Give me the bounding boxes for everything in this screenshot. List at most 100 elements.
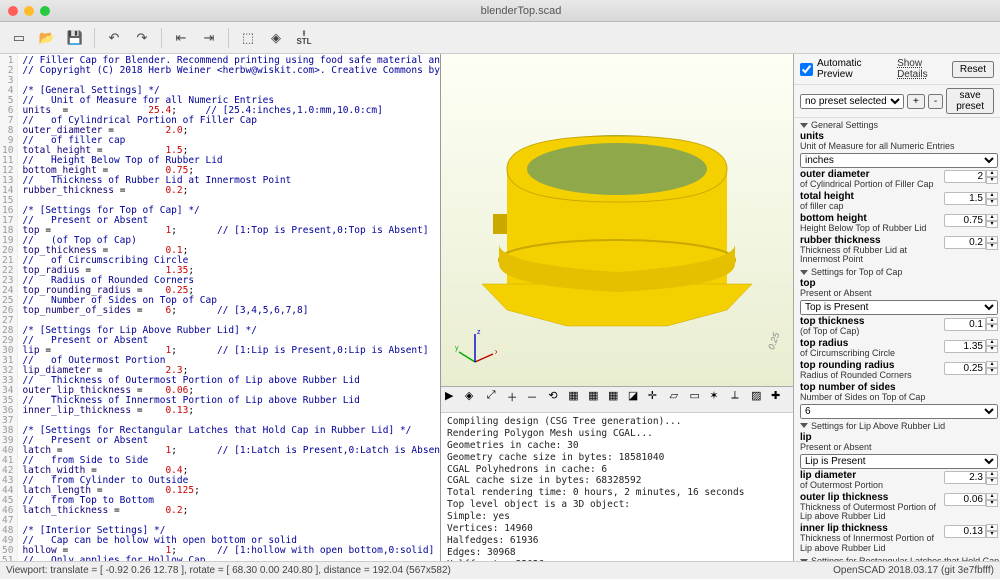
param-row: top thickness(of Top of Cap)▴▾ xyxy=(800,316,998,337)
view-view-all-button[interactable]: ⤢ xyxy=(487,389,505,411)
step-down-icon[interactable]: ▾ xyxy=(986,221,998,228)
step-up-icon[interactable]: ▴ xyxy=(986,471,998,478)
step-up-icon[interactable]: ▴ xyxy=(986,192,998,199)
view-zoom-out-button[interactable]: － xyxy=(527,389,545,411)
param-input[interactable] xyxy=(944,214,986,227)
zoom-icon[interactable] xyxy=(40,6,50,16)
view-preview-button[interactable]: ▶ xyxy=(445,389,463,411)
scale-tick: 0.25 xyxy=(767,331,782,351)
step-up-icon[interactable]: ▴ xyxy=(986,524,998,531)
preset-add-button[interactable]: + xyxy=(907,94,925,109)
view-crosshair-button[interactable]: ✚ xyxy=(771,389,789,411)
section-header[interactable]: Settings for Lip Above Rubber Lid xyxy=(800,421,998,431)
save-button[interactable]: 💾 xyxy=(62,26,88,50)
export-stl-button[interactable]: ⭱STL xyxy=(291,26,317,50)
show-details-link[interactable]: Show Details xyxy=(897,58,948,80)
step-up-icon[interactable]: ▴ xyxy=(986,361,998,368)
param-input[interactable] xyxy=(944,236,986,249)
reset-button[interactable]: Reset xyxy=(952,61,994,78)
undo-button[interactable]: ↶ xyxy=(101,26,127,50)
indent-button[interactable]: ⇥ xyxy=(196,26,222,50)
param-input[interactable] xyxy=(944,192,986,205)
customizer-panel: Automatic Preview Show Details Reset no … xyxy=(793,54,1000,561)
step-down-icon[interactable]: ▾ xyxy=(986,243,998,250)
step-down-icon[interactable]: ▾ xyxy=(986,199,998,206)
param-row: outer diameterof Cylindrical Portion of … xyxy=(800,169,998,190)
console-line: Vertices: 14960 xyxy=(447,523,787,535)
param-input[interactable] xyxy=(944,340,986,353)
viewport-status: Viewport: translate = [ -0.92 0.26 12.78… xyxy=(6,565,451,576)
step-up-icon[interactable]: ▴ xyxy=(986,170,998,177)
step-down-icon[interactable]: ▾ xyxy=(986,368,998,375)
param-row: total heightof filler cap▴▾ xyxy=(800,191,998,212)
main-toolbar: ▭📂💾 ↶↷ ⇤⇥ ⬚◈⭱STL xyxy=(0,22,1000,54)
redo-button[interactable]: ↷ xyxy=(129,26,155,50)
step-up-icon[interactable]: ▴ xyxy=(986,214,998,221)
param-desc: (of Top of Cap) xyxy=(800,327,940,337)
close-icon[interactable] xyxy=(8,6,18,16)
param-row: outer lip thicknessThickness of Outermos… xyxy=(800,492,998,523)
param-select[interactable]: inches xyxy=(800,153,998,168)
step-down-icon[interactable]: ▾ xyxy=(986,478,998,485)
step-down-icon[interactable]: ▾ xyxy=(986,346,998,353)
step-up-icon[interactable]: ▴ xyxy=(986,493,998,500)
param-select[interactable]: Lip is Present xyxy=(800,454,998,469)
view-ortho-button[interactable]: ▭ xyxy=(690,389,708,411)
step-down-icon[interactable]: ▾ xyxy=(986,531,998,538)
param-select[interactable]: Top is Present xyxy=(800,300,998,315)
param-select[interactable]: 6 xyxy=(800,404,998,419)
step-up-icon[interactable]: ▴ xyxy=(986,317,998,324)
window-controls[interactable] xyxy=(8,6,50,16)
new-button[interactable]: ▭ xyxy=(6,26,32,50)
param-input[interactable] xyxy=(944,471,986,484)
param-input[interactable] xyxy=(944,318,986,331)
view-top-button[interactable]: ▦ xyxy=(588,389,606,411)
param-desc: Unit of Measure for all Numeric Entries xyxy=(800,142,998,152)
section-header[interactable]: Settings for Top of Cap xyxy=(800,267,998,277)
param-desc: Height Below Top of Rubber Lid xyxy=(800,224,940,234)
preview-cube-button[interactable]: ⬚ xyxy=(235,26,261,50)
code-editor[interactable]: 1234567891011121314151617181920212223242… xyxy=(0,54,440,561)
console-line: Compiling design (CSG Tree generation)..… xyxy=(447,416,787,428)
step-down-icon[interactable]: ▾ xyxy=(986,324,998,331)
step-down-icon[interactable]: ▾ xyxy=(986,500,998,507)
param-desc: of Circumscribing Circle xyxy=(800,349,940,359)
view-center-button[interactable]: ✛ xyxy=(648,389,666,411)
param-input[interactable] xyxy=(944,493,986,506)
render-cube-button[interactable]: ◈ xyxy=(263,26,289,50)
chevron-down-icon xyxy=(800,270,808,275)
step-down-icon[interactable]: ▾ xyxy=(986,177,998,184)
view-reset-view-button[interactable]: ⟲ xyxy=(548,389,566,411)
view-render-button[interactable]: ◈ xyxy=(465,389,483,411)
3d-viewport[interactable]: x y z 0.25 xyxy=(441,54,793,387)
preset-remove-button[interactable]: - xyxy=(928,94,943,109)
step-up-icon[interactable]: ▴ xyxy=(986,339,998,346)
view-axes-button[interactable]: ✶ xyxy=(709,389,727,411)
svg-text:x: x xyxy=(495,349,497,356)
rendered-model xyxy=(467,64,767,364)
param-desc: Present or Absent xyxy=(800,289,998,299)
view-right-button[interactable]: ▦ xyxy=(568,389,586,411)
param-input[interactable] xyxy=(944,362,986,375)
preset-select[interactable]: no preset selected xyxy=(800,94,904,109)
view-diagonal-button[interactable]: ◪ xyxy=(628,389,646,411)
unindent-button[interactable]: ⇤ xyxy=(168,26,194,50)
param-input[interactable] xyxy=(944,525,986,538)
console-line: Top level object is a 3D object: xyxy=(447,499,787,511)
view-bottom-button[interactable]: ▦ xyxy=(608,389,626,411)
section-header[interactable]: General Settings xyxy=(800,120,998,130)
open-button[interactable]: 📂 xyxy=(34,26,60,50)
console-output[interactable]: Compiling design (CSG Tree generation)..… xyxy=(441,413,793,561)
view-edges-button[interactable]: ▨ xyxy=(751,389,769,411)
view-scale-button[interactable]: ⟂ xyxy=(731,389,749,411)
param-input[interactable] xyxy=(944,170,986,183)
step-up-icon[interactable]: ▴ xyxy=(986,236,998,243)
param-row: topPresent or AbsentTop is Present xyxy=(800,278,998,315)
preset-save-button[interactable]: save preset xyxy=(946,88,994,114)
view-zoom-in-button[interactable]: ＋ xyxy=(507,389,525,411)
minimize-icon[interactable] xyxy=(24,6,34,16)
titlebar: blenderTop.scad xyxy=(0,0,1000,22)
editor-pane: 1234567891011121314151617181920212223242… xyxy=(0,54,441,561)
auto-preview-checkbox[interactable] xyxy=(800,63,813,76)
view-perspective-button[interactable]: ▱ xyxy=(670,389,688,411)
